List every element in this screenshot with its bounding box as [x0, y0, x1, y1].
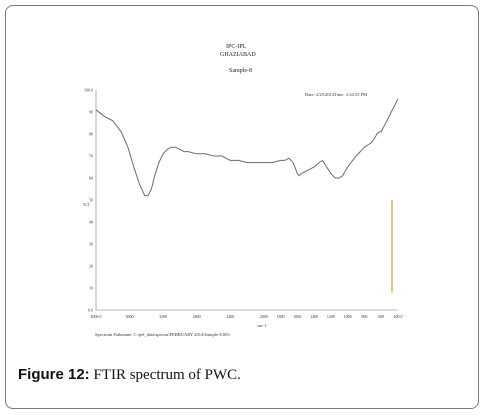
y-tick-label: 40	[89, 220, 93, 225]
spectrum-pathname: Spectrum Pathname: C:\pel_data\spectra\F…	[95, 332, 230, 337]
y-tick-label: 70	[89, 154, 93, 159]
y-tick-label: 90	[89, 110, 93, 115]
y-tick-label: 100.0	[84, 88, 93, 93]
y-tick-label: 10	[89, 286, 93, 291]
header-line-1: IPC-IPL	[226, 44, 247, 50]
spectrum-series-line	[95, 98, 399, 197]
x-tick-label: 2400	[226, 314, 234, 319]
x-tick-label: 1200	[327, 314, 335, 319]
figure-frame	[5, 5, 479, 409]
x-tick-label: 1000	[344, 314, 352, 319]
caption-label: Figure 12:	[18, 366, 90, 383]
header-line-3: Sample-8	[229, 68, 252, 74]
x-tick-label: 600	[378, 314, 384, 319]
x-tick-label: 3200	[159, 314, 167, 319]
y-tick-label: 20	[89, 264, 93, 269]
x-tick-labels: 4000.0 3600 3200 2800 2400 2000 1800 1600 1400 12…	[91, 314, 403, 319]
x-tick-label: 2800	[193, 314, 201, 319]
x-tick-label: 1400	[310, 314, 318, 319]
spectrum-date: Date: 2/25/2014	[305, 92, 335, 97]
x-axis-label: cm-1	[257, 323, 267, 328]
x-tick-label: 3600	[126, 314, 134, 319]
spectrum-time: Time: 3:34:55 PM	[334, 92, 368, 97]
caption-text: FTIR spectrum of PWC.	[93, 367, 241, 383]
y-tick-label: 80	[89, 132, 93, 137]
x-tick-label: 1600	[293, 314, 301, 319]
figure-caption: Figure 12: FTIR spectrum of PWC.	[18, 366, 241, 384]
y-tick-label: 50	[89, 198, 93, 203]
y-axis-label: %T	[83, 202, 90, 207]
y-tick-label: 60	[89, 176, 93, 181]
x-tick-label: 2000	[260, 314, 268, 319]
x-tick-label: 1800	[277, 314, 285, 319]
header-line-2: GHAZIABAD	[220, 52, 256, 58]
x-tick-label: 400.0	[394, 314, 403, 319]
y-tick-labels: 0.0 10 20 30 40 50 60 70 80 90 100.0	[84, 88, 93, 313]
y-tick-label: 0.0	[88, 308, 93, 313]
y-tick-label: 30	[89, 242, 93, 247]
x-tick-label: 4000.0	[91, 314, 102, 319]
x-tick-label: 800	[361, 314, 367, 319]
